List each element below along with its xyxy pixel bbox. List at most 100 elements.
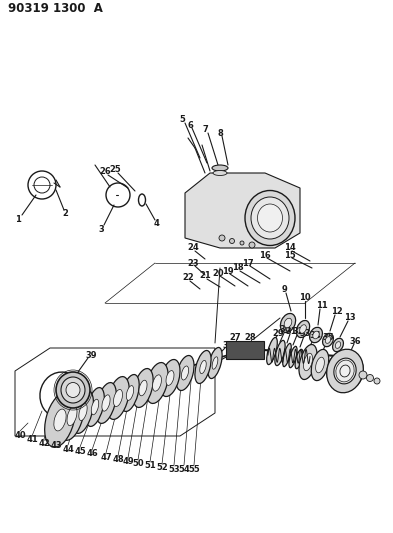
Ellipse shape (332, 338, 343, 352)
Bar (226, 341, 264, 359)
Ellipse shape (316, 357, 324, 373)
Ellipse shape (114, 390, 123, 407)
Ellipse shape (245, 190, 295, 246)
Text: 20: 20 (212, 269, 224, 278)
Text: 37: 37 (227, 348, 239, 357)
Circle shape (240, 241, 244, 245)
Ellipse shape (146, 362, 168, 403)
Text: 23: 23 (187, 259, 199, 268)
Text: 14: 14 (284, 244, 296, 253)
Circle shape (367, 375, 373, 382)
Ellipse shape (340, 365, 350, 377)
Text: 51: 51 (144, 462, 156, 471)
Ellipse shape (61, 377, 85, 403)
Ellipse shape (121, 375, 139, 411)
Polygon shape (185, 173, 300, 248)
Ellipse shape (86, 387, 104, 426)
Circle shape (359, 371, 367, 379)
Circle shape (219, 235, 225, 241)
Text: 32: 32 (292, 327, 304, 336)
Text: 54: 54 (178, 464, 190, 473)
Text: 43: 43 (50, 441, 62, 450)
Ellipse shape (54, 409, 66, 431)
Ellipse shape (139, 380, 147, 396)
Text: 55: 55 (188, 464, 200, 473)
Ellipse shape (251, 197, 289, 239)
Ellipse shape (66, 383, 80, 398)
Ellipse shape (296, 320, 310, 337)
Ellipse shape (280, 313, 296, 333)
Ellipse shape (327, 349, 363, 393)
Text: 3: 3 (98, 224, 104, 233)
Ellipse shape (336, 360, 354, 382)
Ellipse shape (107, 377, 129, 419)
Text: 52: 52 (156, 464, 168, 472)
Ellipse shape (275, 341, 285, 366)
Ellipse shape (323, 333, 333, 346)
Ellipse shape (267, 337, 277, 365)
Text: 19: 19 (222, 266, 234, 276)
Ellipse shape (182, 366, 189, 380)
Ellipse shape (67, 406, 77, 426)
Text: 45: 45 (74, 447, 86, 456)
Ellipse shape (79, 403, 87, 421)
Text: 50: 50 (132, 459, 144, 469)
Text: 15: 15 (284, 251, 296, 260)
Ellipse shape (313, 331, 319, 339)
Text: 16: 16 (259, 251, 271, 260)
Text: 47: 47 (100, 453, 112, 462)
Text: 36: 36 (349, 336, 361, 345)
Text: 1: 1 (15, 215, 21, 224)
Ellipse shape (200, 360, 206, 374)
Text: 5: 5 (179, 116, 185, 125)
Text: 22: 22 (182, 273, 194, 282)
Ellipse shape (56, 372, 90, 408)
Text: 2: 2 (62, 209, 68, 219)
Text: 31: 31 (285, 327, 297, 335)
Ellipse shape (195, 351, 211, 384)
Text: 48: 48 (112, 456, 124, 464)
Text: 9: 9 (282, 285, 288, 294)
Ellipse shape (303, 353, 312, 371)
Ellipse shape (283, 343, 291, 367)
Ellipse shape (299, 344, 317, 379)
Ellipse shape (96, 383, 116, 423)
Ellipse shape (311, 350, 329, 381)
Ellipse shape (126, 385, 134, 400)
Text: 10: 10 (299, 293, 311, 302)
Text: 28: 28 (244, 334, 256, 343)
Text: 33: 33 (299, 328, 311, 337)
Text: 27: 27 (229, 334, 241, 343)
Ellipse shape (166, 370, 174, 385)
Text: 38: 38 (222, 341, 234, 350)
Ellipse shape (300, 325, 306, 333)
Text: 46: 46 (86, 449, 98, 458)
Circle shape (249, 242, 255, 248)
Ellipse shape (334, 358, 356, 384)
Ellipse shape (295, 349, 303, 369)
Ellipse shape (133, 368, 153, 407)
Circle shape (230, 238, 235, 244)
Ellipse shape (60, 392, 84, 440)
Circle shape (374, 378, 380, 384)
Text: 12: 12 (331, 306, 343, 316)
Text: 24: 24 (187, 244, 199, 253)
Text: 8: 8 (217, 128, 223, 138)
Text: 40: 40 (14, 431, 26, 440)
Ellipse shape (176, 356, 194, 391)
Ellipse shape (257, 204, 283, 232)
Ellipse shape (284, 318, 292, 328)
Ellipse shape (325, 337, 331, 343)
Text: 26: 26 (99, 167, 111, 176)
Ellipse shape (152, 375, 162, 391)
Text: 29: 29 (272, 328, 284, 337)
Ellipse shape (335, 342, 341, 349)
Ellipse shape (213, 171, 227, 175)
Ellipse shape (310, 327, 322, 343)
Text: 53: 53 (168, 464, 180, 473)
Text: 42: 42 (38, 439, 50, 448)
Ellipse shape (289, 346, 297, 368)
Text: 35: 35 (322, 334, 334, 343)
Ellipse shape (160, 359, 180, 397)
Text: 25: 25 (109, 166, 121, 174)
